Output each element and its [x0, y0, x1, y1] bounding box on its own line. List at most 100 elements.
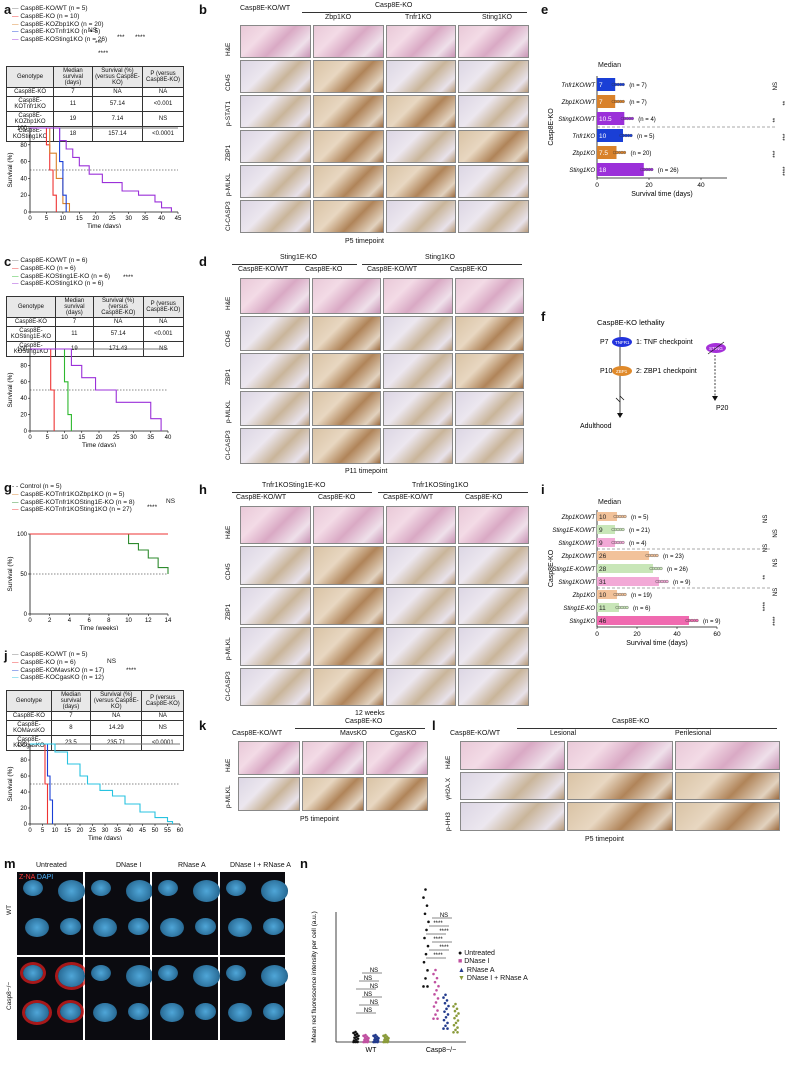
data-point [355, 1035, 358, 1039]
stat-label: NS [763, 515, 769, 523]
survival-chart-j: 0 20 40 60 80 100 0 5 10 15 20 25 30 35 40 45 50 55 60 Surv… [7, 742, 184, 840]
x-tick-label: 25 [113, 435, 120, 441]
micrograph [312, 60, 384, 93]
data-point [453, 1009, 457, 1013]
data-point [446, 1021, 449, 1025]
micrograph [385, 586, 457, 626]
median-bar [597, 538, 615, 547]
micrograph [240, 428, 310, 464]
data-point [426, 985, 429, 988]
nucleus [262, 1003, 284, 1020]
scatter-chart-n: Mean red fluorescence intensity per cell… [311, 888, 466, 1054]
survival-curve [30, 533, 169, 574]
tnfr1-node-label: TNFR1 [615, 340, 630, 345]
legend-g-item: - - Control (n = 5) [12, 483, 62, 490]
micrograph [454, 315, 524, 352]
stat-label: NS [773, 529, 779, 537]
nucleus [23, 965, 43, 981]
stat-label: NS [440, 913, 448, 919]
stat-label: NS [370, 968, 378, 974]
y-tick-label: 0 [24, 210, 28, 216]
row-label: ZBP1 [225, 144, 232, 161]
table-row: Casp8E-KO 7 NA NA [5, 87, 184, 97]
data-point [356, 1037, 360, 1040]
nucleus [60, 918, 81, 935]
nucleus [92, 1003, 117, 1023]
panel-label-n: n [300, 856, 308, 871]
x-axis-label: Time (days) [88, 835, 122, 840]
micrograph [385, 627, 457, 666]
data-point [435, 988, 438, 992]
col-header: Lesional [550, 730, 577, 737]
data-point [433, 980, 437, 984]
group-label: Casp8E-KO [548, 549, 555, 587]
category-label: Sting1E-KO [563, 606, 595, 612]
data-point [452, 1030, 455, 1034]
data-point [426, 944, 430, 948]
survival-curve [30, 743, 174, 824]
legend-j-item: — Casp8E-KO (n = 6) [12, 658, 76, 666]
x-tick-label: 12 [145, 618, 152, 624]
micrograph [674, 771, 780, 801]
micrograph [458, 60, 529, 93]
micrograph [458, 25, 529, 58]
col-header: Untreated [36, 862, 67, 869]
n-label: (n = 7) [629, 83, 647, 89]
data-point [457, 1012, 460, 1015]
data-point [444, 993, 447, 997]
x-tick-label: 40 [165, 435, 172, 441]
stat-label: *** [783, 133, 788, 141]
bar-value-label: 7.5 [599, 150, 608, 157]
row-label: ZBP1 [225, 368, 232, 385]
histology-grid-b: H&E CD45 p-STAT1 ZBP1 p-MLKL Cl-CASP3 [225, 24, 530, 234]
col-header: Casp8E-KO/WT [236, 494, 287, 501]
micrograph [240, 315, 310, 352]
bar-value-label: 26 [599, 553, 607, 560]
survival-curve [30, 348, 162, 431]
x-tick-label: 6 [87, 618, 91, 624]
data-point [425, 904, 429, 907]
stat-label: **** [433, 921, 443, 927]
col-header: RNase A [178, 862, 206, 869]
data-point [655, 553, 659, 558]
row-label: p-MLKL [225, 637, 232, 661]
stat-label: **** [773, 616, 779, 626]
legend-n-item: ▼ DNase I + RNase A [458, 975, 528, 983]
x-tick-label: 20 [633, 631, 641, 638]
stat-label: NS [364, 976, 372, 982]
y-tick-label: 0 [24, 822, 28, 828]
x-tick-label: 20 [77, 828, 84, 834]
checkpoint-label: 2: ZBP1 checkpoint [636, 368, 697, 375]
group-label: WT [366, 1047, 378, 1054]
row-label: ZBP1 [225, 603, 232, 620]
group-underline [302, 12, 527, 13]
data-point [442, 1018, 446, 1022]
data-point [432, 972, 435, 976]
micrograph [383, 390, 453, 427]
nucleus [158, 880, 178, 896]
data-point [372, 1040, 376, 1044]
y-tick-label: 20 [20, 413, 27, 419]
data-point [363, 1038, 366, 1042]
micrograph [385, 165, 457, 198]
data-point [353, 1036, 356, 1039]
micrograph [240, 546, 311, 585]
data-point [446, 1013, 450, 1016]
data-point [665, 579, 669, 584]
zbp1-node-label: ZBP1 [616, 369, 628, 374]
data-point [621, 540, 625, 545]
histology-grid-d: H&E CD45 ZBP1 p-MLKL Cl-CASP3 [225, 277, 525, 465]
x-tick-label: 20 [96, 435, 103, 441]
data-point [383, 1038, 386, 1042]
micrograph [240, 390, 310, 427]
x-axis-label: Survival time (days) [626, 640, 687, 647]
fluorescence-image [17, 957, 85, 1040]
nucleus [225, 880, 246, 896]
fluorescence-grid-m: Z-NA DAPI [16, 871, 288, 1041]
micrograph [385, 546, 457, 585]
y-tick-label: 60 [20, 380, 27, 386]
data-point [622, 150, 627, 155]
y-tick-label: 40 [20, 396, 27, 402]
category-label: Zbp1KO [572, 593, 596, 599]
data-point [623, 592, 627, 597]
